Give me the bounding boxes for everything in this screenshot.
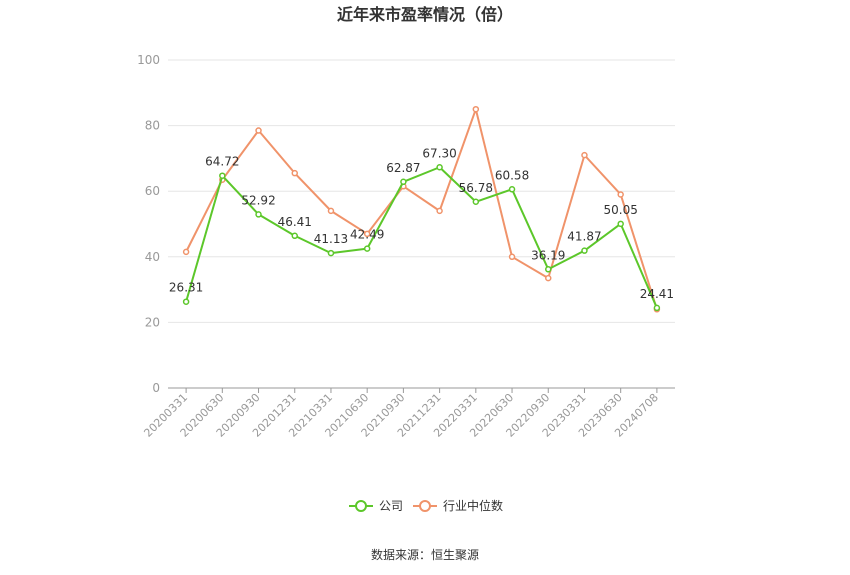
legend-item-company[interactable]: 公司 <box>349 499 403 513</box>
data-point-company[interactable] <box>291 232 298 240</box>
data-point-company[interactable] <box>653 304 661 312</box>
data-label-company: 26.31 <box>169 281 203 295</box>
y-tick-label: 60 <box>145 184 160 198</box>
legend-item-industry-median[interactable]: 行业中位数 <box>413 498 503 513</box>
data-label-company: 52.92 <box>241 193 275 207</box>
data-point-industry-median[interactable] <box>182 248 190 256</box>
data-point-company[interactable] <box>472 198 480 206</box>
data-point-industry-median[interactable] <box>472 105 480 113</box>
data-source: 数据来源：恒生聚源 <box>371 547 479 562</box>
legend-label-company: 公司 <box>379 499 403 513</box>
data-label-company: 60.58 <box>495 168 529 182</box>
data-point-industry-median[interactable] <box>327 207 335 215</box>
y-tick-label: 20 <box>145 315 160 329</box>
axis-layer: 0204060801002020033120200630202009302020… <box>137 53 675 440</box>
grid-layer <box>168 59 675 323</box>
data-point-company[interactable] <box>581 247 588 254</box>
data-point-industry-median[interactable] <box>508 253 516 261</box>
y-tick-label: 80 <box>145 119 160 133</box>
y-tick-label: 40 <box>145 250 160 264</box>
data-label-company: 50.05 <box>603 203 637 217</box>
data-point-industry-median[interactable] <box>291 169 298 177</box>
data-point-company[interactable] <box>182 298 190 305</box>
data-point-company[interactable] <box>219 172 226 179</box>
data-label-company: 62.87 <box>386 161 420 175</box>
legend-marker-company <box>355 500 367 512</box>
data-point-industry-median[interactable] <box>255 127 262 134</box>
legend-label-industry-median: 行业中位数 <box>443 498 503 513</box>
series-line-company <box>185 166 658 309</box>
data-point-company[interactable] <box>327 249 335 257</box>
data-point-company[interactable] <box>508 186 516 193</box>
data-label-company: 41.13 <box>314 232 348 246</box>
data-label-company: 56.78 <box>459 181 493 195</box>
legend: 公司 行业中位数 <box>349 498 503 513</box>
data-point-company[interactable] <box>436 164 443 171</box>
data-label-company: 67.30 <box>422 146 456 160</box>
data-point-company[interactable] <box>255 211 262 218</box>
data-point-industry-median[interactable] <box>581 151 588 159</box>
data-label-company: 42.49 <box>350 228 384 242</box>
legend-marker-industry-median <box>419 500 431 512</box>
data-point-company[interactable] <box>545 266 552 273</box>
data-label-company: 36.19 <box>531 248 565 262</box>
y-tick-label: 100 <box>137 53 160 67</box>
data-point-industry-median[interactable] <box>545 274 552 282</box>
data-point-industry-median[interactable] <box>436 207 443 215</box>
chart-title: 近年来市盈率情况（倍） <box>337 5 513 24</box>
data-label-company: 64.72 <box>205 155 239 169</box>
data-label-company: 46.41 <box>278 215 312 229</box>
data-label-company: 41.87 <box>567 230 601 244</box>
y-tick-label: 0 <box>152 381 160 395</box>
series-layer <box>182 105 661 313</box>
data-point-industry-median[interactable] <box>363 230 371 238</box>
data-point-company[interactable] <box>363 245 371 252</box>
data-point-industry-median[interactable] <box>617 191 624 198</box>
data-point-company[interactable] <box>617 220 624 228</box>
series-line-industry-median <box>185 108 658 310</box>
data-label-company: 24.41 <box>640 287 674 301</box>
data-point-company[interactable] <box>400 178 407 186</box>
